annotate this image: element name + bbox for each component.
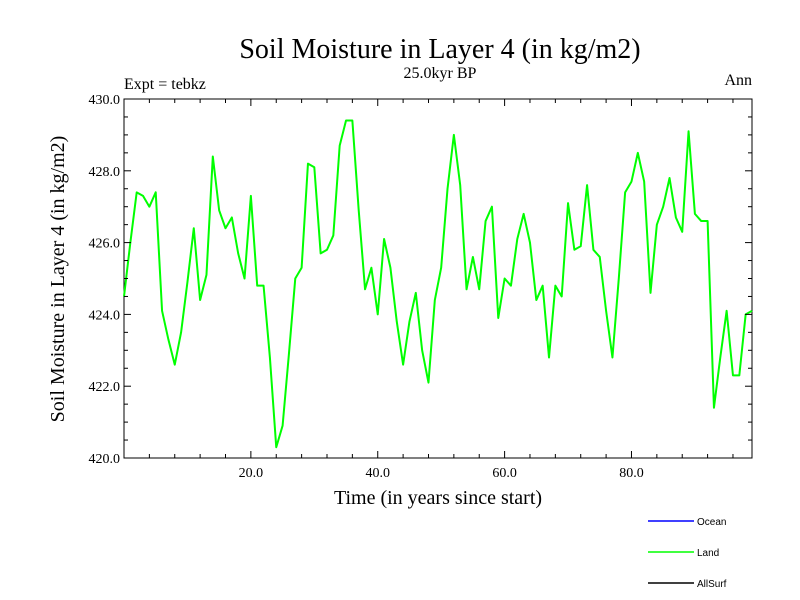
legend-label-allsurf: AllSurf [697,579,727,590]
y-tick-label: 422.0 [89,380,121,395]
y-axis: 420.0 422.0 424.0 426.0 428.0 430.0 [89,93,752,467]
chart-title: Soil Moisture in Layer 4 (in kg/m2) [239,34,640,65]
season-label: Ann [724,72,752,89]
x-tick-label: 80.0 [619,466,644,481]
legend: Ocean Land AllSurf [648,517,727,590]
legend-label-land: Land [697,548,719,559]
x-axis-label: Time (in years since start) [334,487,542,509]
y-tick-label: 424.0 [89,308,121,323]
experiment-label: Expt = tebkz [124,76,206,93]
y-tick-label: 420.0 [89,452,121,467]
x-tick-label: 20.0 [239,466,264,481]
y-tick-label: 430.0 [89,93,121,108]
plot-area [123,98,753,459]
series-line-land [123,119,753,449]
y-tick-label: 428.0 [89,165,121,180]
x-tick-label: 40.0 [365,466,390,481]
x-tick-label: 60.0 [492,466,517,481]
chart-subtitle: 25.0kyr BP [404,65,477,82]
x-axis: 20.0 40.0 60.0 80.0 [148,99,734,481]
legend-label-ocean: Ocean [697,517,726,528]
y-tick-label: 426.0 [89,237,121,252]
plot-frame [123,98,753,459]
y-axis-label: Soil Moisture in Layer 4 (in kg/m2) [47,136,69,423]
